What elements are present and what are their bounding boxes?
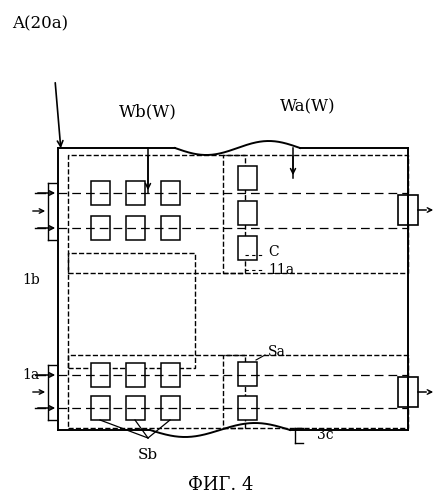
Text: Sa: Sa [268, 345, 286, 359]
Bar [160, 216, 179, 240]
Bar [68, 253, 195, 368]
Bar [223, 355, 408, 428]
Bar [237, 166, 256, 190]
Text: 11a: 11a [268, 263, 294, 277]
Text: Wa(W): Wa(W) [280, 98, 336, 115]
Bar [126, 396, 145, 420]
Text: ФИГ. 4: ФИГ. 4 [188, 476, 254, 494]
Bar [126, 363, 145, 387]
Bar [398, 377, 418, 407]
Bar [91, 216, 110, 240]
Bar [160, 396, 179, 420]
Bar [237, 396, 256, 420]
Bar [126, 216, 145, 240]
Text: 3c: 3c [317, 428, 334, 442]
Bar [223, 155, 408, 273]
Bar [91, 363, 110, 387]
Bar [126, 181, 145, 205]
Text: 1b: 1b [22, 273, 40, 287]
Bar [160, 363, 179, 387]
Text: Wb(W): Wb(W) [119, 103, 177, 120]
Bar [91, 181, 110, 205]
Bar [91, 396, 110, 420]
Text: C: C [268, 245, 278, 259]
Text: 1a: 1a [22, 368, 39, 382]
Bar [68, 355, 245, 428]
Bar [237, 236, 256, 260]
Bar [160, 181, 179, 205]
Bar [237, 201, 256, 225]
Bar [68, 155, 245, 273]
Bar [398, 195, 418, 225]
Bar [237, 362, 256, 386]
Text: A(20a): A(20a) [12, 15, 68, 32]
Text: Sb: Sb [138, 448, 158, 462]
